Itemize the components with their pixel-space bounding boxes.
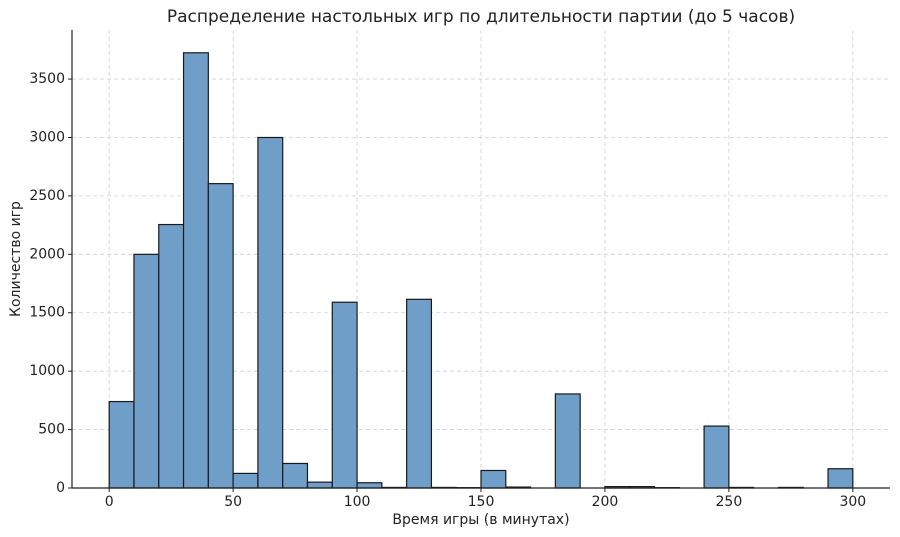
bar xyxy=(207,183,234,489)
bar xyxy=(108,400,135,489)
x-tick-label: 50 xyxy=(224,494,242,510)
bar xyxy=(827,468,854,489)
y-tick-label: 500 xyxy=(38,422,65,438)
x-tick-label: 0 xyxy=(105,494,114,510)
x-axis-label: Время игры (в минутах) xyxy=(392,512,569,528)
bar xyxy=(406,298,433,489)
y-tick-label: 3500 xyxy=(29,71,65,87)
chart-title: Распределение настольных игр по длительн… xyxy=(167,7,795,27)
y-tick-label: 0 xyxy=(56,480,65,496)
y-tick-label: 1000 xyxy=(29,363,65,379)
x-tick-label: 200 xyxy=(592,494,619,510)
bar xyxy=(703,425,730,489)
y-tick-label: 3000 xyxy=(29,129,65,145)
y-tick-label: 1500 xyxy=(29,305,65,321)
x-tick-label: 250 xyxy=(716,494,743,510)
y-tick-label: 2500 xyxy=(29,188,65,204)
bar xyxy=(356,482,383,489)
bar xyxy=(232,472,259,489)
bar xyxy=(554,393,581,489)
bar xyxy=(306,481,333,489)
x-tick-label: 300 xyxy=(839,494,866,510)
bar xyxy=(182,52,209,489)
x-tick-label: 150 xyxy=(468,494,495,510)
bar xyxy=(282,462,309,489)
y-axis-label: Количество игр xyxy=(8,201,24,317)
bar xyxy=(158,223,185,489)
bar xyxy=(331,301,358,489)
bar xyxy=(480,469,507,489)
x-tick-label: 100 xyxy=(344,494,371,510)
y-tick-label: 2000 xyxy=(29,246,65,262)
bar xyxy=(133,253,160,489)
bar xyxy=(257,136,284,489)
